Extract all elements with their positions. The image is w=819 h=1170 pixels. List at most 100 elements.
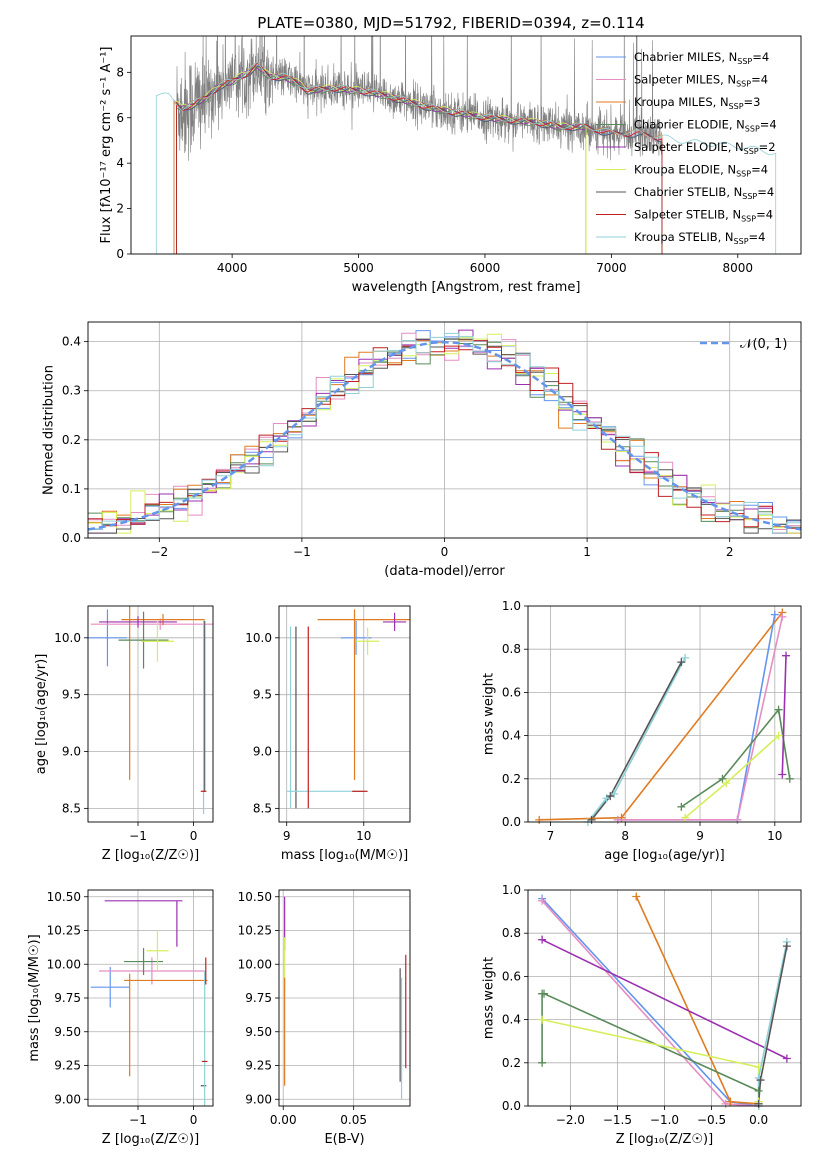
y-tick-label: 10.50 — [238, 890, 272, 904]
weight-marker-chabrier_elodie — [677, 802, 686, 811]
y-axis-label: Flux [fλ10⁻¹⁷ erg cm⁻² s⁻¹ A⁻¹] — [99, 46, 114, 243]
x-axis-label: mass [log₁₀(M/M☉)] — [281, 848, 408, 863]
weight-line-kroupa_miles — [539, 612, 783, 821]
axes-frame — [278, 889, 411, 1107]
x-tick-label: 6000 — [470, 261, 501, 275]
x-tick-label: 9 — [283, 829, 291, 843]
weight-marker-chabrier_miles — [770, 610, 779, 619]
y-tick-label: 10.0 — [54, 631, 81, 645]
x-axis-label: Z [log₁₀(Z/Z☉)] — [102, 848, 199, 863]
weight-marker-chabrier_stelib — [677, 658, 686, 667]
y-tick-label: 0.0 — [62, 531, 81, 545]
y-tick-label: 6 — [116, 111, 124, 125]
plot-area — [528, 890, 801, 1106]
y-tick-label: 10.00 — [238, 957, 272, 971]
model-spectrum-chabrier_elodie — [176, 66, 587, 254]
y-tick-label: 0.2 — [62, 433, 81, 447]
weight-line-chabrier_stelib — [590, 661, 683, 821]
normal-distribution-curve — [88, 340, 801, 531]
y-tick-label: 0 — [116, 247, 124, 261]
plot-area — [279, 606, 410, 822]
y-tick-label: 0.0 — [502, 815, 521, 829]
model-spectrum-salpeter_stelib — [176, 62, 663, 254]
legend-entry: Chabrier ELODIE, NSSP=4 — [634, 118, 777, 134]
axes-frame — [130, 35, 802, 255]
y-tick-label: 9.25 — [245, 1059, 272, 1073]
panel-weight_vs_age: 7 8 9 10 0.0 0.2 0.4 0.6 0.8 1.0 age [log₁₀(age/yr… — [481, 599, 802, 863]
y-tick-label: 0.0 — [502, 1099, 521, 1113]
y-axis-label: Normed distribution — [41, 365, 56, 495]
x-tick-label: −1 — [129, 829, 147, 843]
y-tick-label: 0.4 — [502, 729, 521, 743]
legend-entry: 𝒩(0, 1) — [740, 337, 787, 352]
y-tick-label: 9.00 — [54, 1092, 81, 1106]
x-axis-label: E(B-V) — [324, 1132, 364, 1147]
x-tick-label: 0 — [190, 829, 198, 843]
x-tick-label: 8000 — [723, 261, 754, 275]
axes-frame — [87, 889, 214, 1107]
x-tick-label: 7 — [547, 829, 555, 843]
weight-line-salpeter_elodie — [781, 655, 787, 775]
y-tick-label: 9.50 — [54, 1025, 81, 1039]
weight-marker-salpeter_miles — [778, 612, 787, 621]
x-axis-label: Z [log₁₀(Z/Z☉)] — [102, 1132, 199, 1147]
weight-marker-salpeter_elodie — [778, 770, 787, 779]
x-tick-label: 10 — [356, 829, 371, 843]
y-tick-label: 0.4 — [62, 335, 81, 349]
plot-area — [88, 322, 801, 538]
x-tick-label: 4000 — [217, 261, 248, 275]
x-tick-label: −1 — [293, 545, 311, 559]
legend-entry: Salpeter MILES, NSSP=4 — [634, 73, 768, 89]
x-tick-label: 10 — [767, 829, 782, 843]
x-tick-label: 0 — [441, 545, 449, 559]
panel-age_vs_Z: −1 0 8.5 9.0 9.5 10.0 Z [log₁₀(Z/Z☉)] age [log₁… — [34, 605, 214, 863]
y-tick-label: 4 — [116, 156, 124, 170]
weight-line-kroupa_elodie — [684, 735, 780, 819]
x-tick-label: −1 — [129, 1113, 147, 1127]
x-tick-label: 2 — [726, 545, 734, 559]
x-axis-label: Z [log₁₀(Z/Z☉)] — [616, 1132, 713, 1147]
y-tick-label: 0.4 — [502, 1013, 521, 1027]
legend-entry: Salpeter ELODIE, NSSP=2 — [634, 140, 776, 156]
weight-line-salpeter_miles — [541, 900, 759, 1106]
axes-frame — [278, 605, 411, 823]
weight-marker-chabrier_elodie — [774, 705, 783, 714]
y-tick-label: 9.5 — [253, 688, 272, 702]
model-spectrum-chabrier_stelib — [176, 65, 663, 254]
x-tick-label: 0.00 — [270, 1113, 297, 1127]
y-tick-label: 0.3 — [62, 384, 81, 398]
y-axis-label: mass weight — [481, 673, 496, 755]
y-tick-label: 0.6 — [502, 969, 521, 983]
x-tick-label: 0 — [190, 1113, 198, 1127]
y-tick-label: 10.0 — [245, 631, 272, 645]
y-tick-label: 9.0 — [253, 745, 272, 759]
weight-marker-salpeter_elodie — [782, 651, 791, 660]
weight-marker-salpeter_miles — [721, 1099, 730, 1108]
y-tick-label: 0.2 — [502, 772, 521, 786]
panel-residuals: −2 −1 0 1 2 0.0 0.1 0.2 0.3 0.4 (data-model)/error… — [41, 321, 802, 579]
weight-marker-salpeter_elodie — [782, 1054, 791, 1063]
x-axis-label: age [log₁₀(age/yr)] — [604, 848, 725, 863]
weight-marker-chabrier_elodie — [785, 774, 794, 783]
weight-marker-chabrier_stelib — [782, 942, 791, 951]
y-tick-label: 8.5 — [62, 801, 81, 815]
y-tick-label: 9.0 — [62, 745, 81, 759]
model-spectrum-salpeter_elodie — [176, 67, 587, 254]
plot-area — [528, 606, 801, 822]
legend: Chabrier MILES, NSSP=4 Salpeter MILES, NS… — [596, 50, 777, 246]
residual-histogram-kroupa_stelib — [88, 332, 801, 534]
panel-mass_vs_Z: −1 0 9.00 9.25 9.50 9.75 10.00 10.25 10.50 Z [log… — [27, 889, 214, 1147]
legend-entry: Chabrier STELIB, NSSP=4 — [634, 185, 774, 201]
plot-area — [88, 890, 213, 1106]
y-tick-label: 10.00 — [47, 957, 81, 971]
weight-marker-kroupa_miles — [632, 892, 641, 901]
plot-area — [279, 890, 410, 1106]
weight-line-chabrier_elodie — [541, 992, 759, 1092]
weight-marker-chabrier_stelib — [606, 792, 615, 801]
y-tick-label: 9.25 — [54, 1059, 81, 1073]
weight-line-kroupa_elodie — [541, 1018, 760, 1102]
y-tick-label: 1.0 — [502, 599, 521, 613]
legend-entry: Kroupa STELIB, NSSP=4 — [634, 230, 765, 246]
weight-marker-chabrier_stelib — [756, 1076, 765, 1085]
y-tick-label: 9.50 — [245, 1025, 272, 1039]
